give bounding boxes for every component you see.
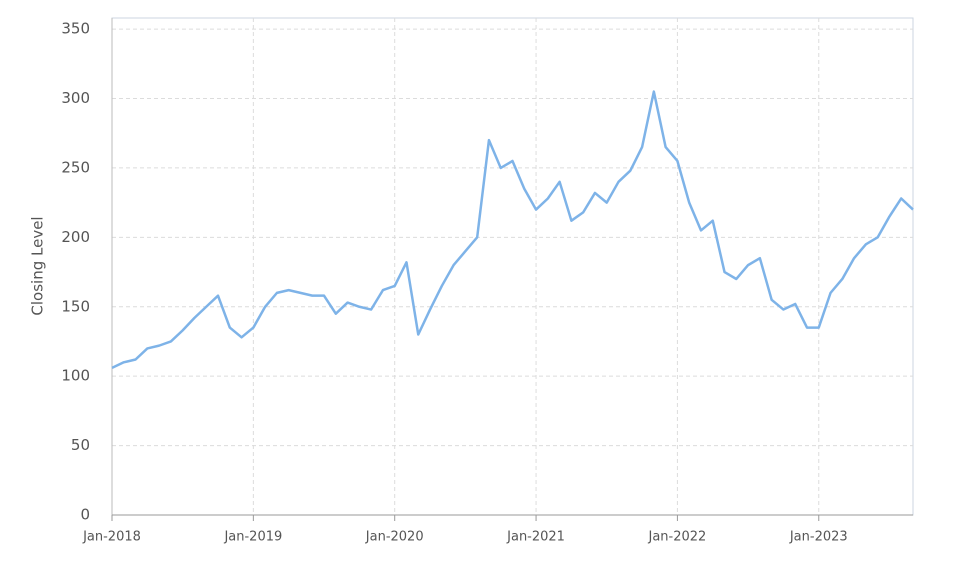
y-tick-label: 350 — [61, 20, 90, 38]
y-tick-label: 150 — [61, 297, 90, 315]
line — [111, 90, 914, 369]
y-tick-label: 300 — [61, 89, 90, 107]
x-tick-label: Jan-2020 — [365, 530, 424, 545]
x-tick-label: Jan-2023 — [789, 530, 848, 545]
y-axis-label: Closing Level — [29, 216, 47, 315]
x-tick-label: Jan-2022 — [647, 530, 706, 545]
y-tick-label: 100 — [61, 367, 90, 385]
x-tick-label: Jan-2019 — [223, 530, 282, 545]
y-tick-label: 0 — [80, 506, 90, 524]
plot-frame — [111, 17, 914, 516]
y-tick-label: 50 — [71, 436, 90, 454]
y-tick-label: 250 — [61, 158, 90, 176]
x-tick-label: Jan-2018 — [82, 530, 141, 545]
y-tick-label: 200 — [61, 228, 90, 246]
x-tick-label: Jan-2021 — [506, 530, 565, 545]
